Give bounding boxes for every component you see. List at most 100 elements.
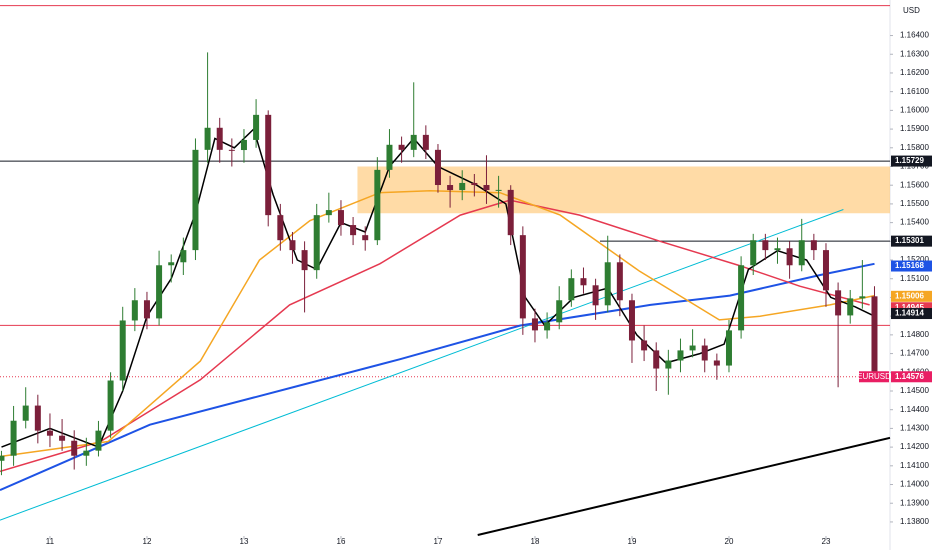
candle-body xyxy=(798,240,805,266)
candle-body xyxy=(580,278,587,286)
x-tick-label: 23 xyxy=(822,537,831,546)
y-tick-label: 1.15400 xyxy=(900,218,929,227)
price-label-bg xyxy=(891,371,932,383)
symbol-label-bg xyxy=(859,371,889,383)
candle-body xyxy=(738,265,745,331)
candle-body xyxy=(34,405,41,431)
candle-body xyxy=(289,240,296,251)
y-tick-label: 1.16100 xyxy=(900,87,929,96)
candle-body xyxy=(604,262,611,306)
price-label: 1.15729 xyxy=(895,156,924,165)
price-label-bg xyxy=(891,260,932,272)
candle-body xyxy=(786,248,793,266)
y-tick-label: 1.14200 xyxy=(900,442,929,451)
candle-body xyxy=(204,127,211,150)
x-tick-label: 20 xyxy=(725,537,734,546)
candle-body xyxy=(59,435,66,441)
y-tick-label: 1.15200 xyxy=(900,255,929,264)
candle-body xyxy=(665,360,672,369)
candle-body xyxy=(725,330,732,366)
y-tick-label: 1.15800 xyxy=(900,143,929,152)
candle-body xyxy=(131,300,138,321)
candle-body xyxy=(156,265,163,319)
candle-body xyxy=(83,450,90,456)
candle-body xyxy=(325,210,332,216)
candle-body xyxy=(483,185,490,191)
indicator-line xyxy=(0,209,844,521)
y-tick-label: 1.13900 xyxy=(900,498,929,507)
x-tick-label: 18 xyxy=(531,537,540,546)
candle-body xyxy=(386,144,393,170)
y-tick-label: 1.15600 xyxy=(900,180,929,189)
candle-body xyxy=(143,300,150,319)
y-tick-label: 1.14100 xyxy=(900,461,929,470)
candle-body xyxy=(459,182,466,191)
y-tick-label: 1.14300 xyxy=(900,424,929,433)
candle-body xyxy=(362,235,369,241)
zone xyxy=(357,166,890,214)
price-label-bg xyxy=(891,155,932,167)
y-tick-label: 1.16300 xyxy=(900,49,929,58)
indicator-line xyxy=(0,190,875,458)
y-tick-label: 1.15100 xyxy=(900,274,929,283)
candle-body xyxy=(471,182,478,186)
y-tick-label: 1.13800 xyxy=(900,517,929,526)
candle-body xyxy=(859,296,866,299)
y-tick-label: 1.15900 xyxy=(900,124,929,133)
candle-body xyxy=(71,440,78,456)
candle-body xyxy=(762,240,769,251)
candle-body xyxy=(689,345,696,351)
indicator-line xyxy=(0,262,875,492)
candle-body xyxy=(119,320,126,381)
indicator-line xyxy=(477,436,891,536)
y-tick-label: 1.15500 xyxy=(900,199,929,208)
candle-body xyxy=(653,350,660,369)
price-label-bg xyxy=(891,290,932,302)
candle-body xyxy=(10,420,17,456)
candle-body xyxy=(350,225,357,236)
symbol-label: EURUSD xyxy=(857,372,891,381)
candle-body xyxy=(95,430,102,451)
y-tick-label: 1.14700 xyxy=(900,349,929,358)
candle-body xyxy=(265,114,272,216)
x-tick-label: 19 xyxy=(628,537,637,546)
candle-body xyxy=(713,360,720,366)
candle-body xyxy=(495,189,502,191)
candle-body xyxy=(107,380,114,431)
candle-body xyxy=(871,296,878,377)
candle-body xyxy=(240,139,247,151)
candle-body xyxy=(531,318,538,331)
price-label: 1.14945 xyxy=(895,303,924,312)
candle-body xyxy=(46,430,53,436)
candle-body xyxy=(422,134,429,150)
candle-body xyxy=(180,250,187,263)
candle-body xyxy=(313,215,320,271)
y-tick-label: 1.14500 xyxy=(900,386,929,395)
candle-body xyxy=(216,127,223,150)
price-label: 1.15301 xyxy=(895,236,924,245)
y-tick-label: 1.14400 xyxy=(900,405,929,414)
x-tick-label: 17 xyxy=(434,537,443,546)
x-tick-label: 11 xyxy=(46,537,55,546)
y-tick-label: 1.14000 xyxy=(900,480,929,489)
candle-body xyxy=(434,149,441,186)
candle-body xyxy=(544,322,551,331)
candle-body xyxy=(556,300,563,323)
candle-body xyxy=(519,235,526,319)
price-label: 1.15006 xyxy=(895,291,924,300)
candle-body xyxy=(228,149,235,151)
candle-body xyxy=(616,262,623,301)
candle-body xyxy=(301,250,308,271)
candle-body xyxy=(192,149,199,251)
candle-body xyxy=(253,114,260,140)
candle-body xyxy=(750,240,757,266)
candle-body xyxy=(677,350,684,361)
candle-body xyxy=(628,300,635,341)
candle-body xyxy=(410,134,417,150)
candle-body xyxy=(398,144,405,150)
candle-body xyxy=(641,340,648,351)
price-label-bg xyxy=(891,308,932,320)
price-label: 1.14914 xyxy=(895,309,924,318)
